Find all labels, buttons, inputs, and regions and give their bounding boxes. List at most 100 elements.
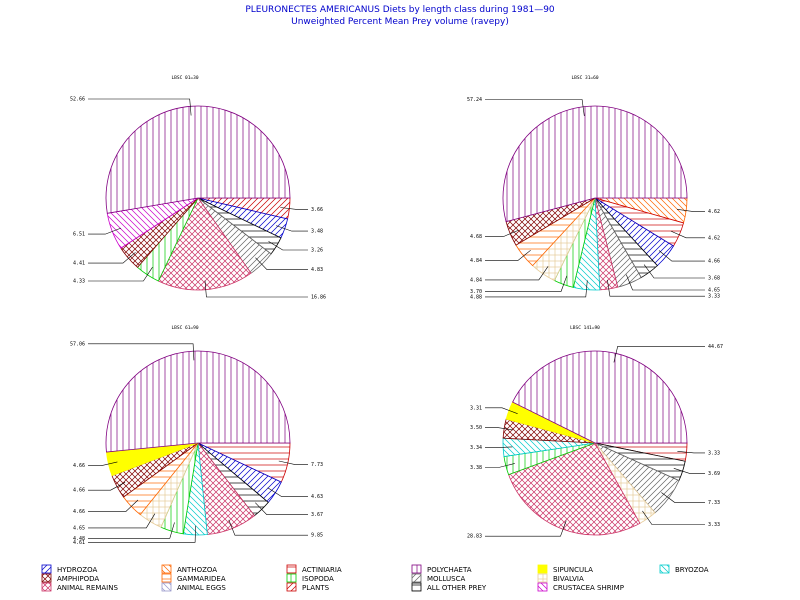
legend-item-isopoda: ISOPODA bbox=[286, 573, 334, 583]
slice-value-label: 3.50 bbox=[470, 425, 482, 431]
legend-swatch bbox=[41, 564, 52, 574]
slice-value-label: 3.34 bbox=[470, 445, 482, 451]
slice-value-label: 4.83 bbox=[311, 267, 323, 273]
legend-label: ISOPODA bbox=[302, 575, 334, 583]
slice-value-label: 3.26 bbox=[311, 248, 323, 254]
slice-value-label: 4.84 bbox=[470, 258, 482, 264]
slice-value-label: 44.67 bbox=[708, 344, 723, 350]
leader-line bbox=[485, 99, 585, 116]
legend-label: HYDROZOA bbox=[57, 566, 97, 574]
pie-slice-polychaeta bbox=[105, 105, 291, 214]
leader-line bbox=[673, 468, 705, 474]
legend-label: PLANTS bbox=[302, 584, 330, 592]
leader-line bbox=[607, 279, 705, 297]
legend-swatch bbox=[161, 573, 172, 583]
legend-label: GAMMARIDEA bbox=[177, 575, 226, 583]
legend-item-gammaridea: GAMMARIDEA bbox=[161, 573, 226, 583]
legend-label: CRUSTACEA SHRIMP bbox=[553, 584, 624, 592]
slice-value-label: 4.66 bbox=[73, 509, 85, 515]
leader-line bbox=[670, 230, 705, 239]
pie-title: LBSC 141=90 bbox=[570, 325, 600, 331]
legend-item-bryozoa: BRYOZOA bbox=[659, 564, 709, 574]
leader-line bbox=[661, 492, 705, 503]
legend-item-mollusca: MOLLUSCA bbox=[411, 573, 465, 583]
legend-item-sipuncula: SIPUNCULA bbox=[537, 564, 593, 574]
leader-line bbox=[643, 264, 705, 279]
legend-swatch bbox=[41, 582, 52, 592]
legend-item-bivalvia: BIVALVIA bbox=[537, 573, 584, 583]
leader-line bbox=[677, 451, 705, 454]
legend-item-anthozoa: ANTHOZOA bbox=[161, 564, 217, 574]
leader-line bbox=[485, 229, 519, 237]
slice-value-label: 4.41 bbox=[73, 261, 85, 267]
legend-swatch bbox=[286, 573, 297, 583]
legend-label: ANIMAL REMAINS bbox=[57, 584, 118, 592]
slice-value-label: 3.68 bbox=[708, 276, 720, 282]
leader-line bbox=[485, 407, 518, 414]
slice-value-label: 3.67 bbox=[311, 512, 323, 518]
legend-label: BIVALVIA bbox=[553, 575, 584, 583]
legend-swatch bbox=[161, 582, 172, 592]
pie-title: LBSC 61=90 bbox=[171, 325, 198, 331]
slice-value-label: 52.66 bbox=[70, 97, 85, 103]
slice-value-label: 28.83 bbox=[467, 534, 482, 540]
chart-subtitle: Unweighted Percent Mean Prey volume (rav… bbox=[291, 17, 509, 27]
slice-value-label: 4.84 bbox=[470, 277, 482, 283]
pie-panels: LBSC 01=30 3.66 3.48 3.26 4.83 16.86 4.33 4.41 6… bbox=[70, 75, 723, 546]
leader-line bbox=[485, 446, 513, 449]
legend-label: ANTHOZOA bbox=[177, 566, 217, 574]
leader-line bbox=[88, 482, 126, 491]
legend-label: POLYCHAETA bbox=[427, 566, 472, 574]
legend-label: ALL OTHER PREY bbox=[427, 584, 487, 592]
chart-title: PLEURONECTES AMERICANUS Diets by length … bbox=[245, 5, 555, 15]
leader-line bbox=[88, 522, 175, 539]
legend-label: SIPUNCULA bbox=[553, 566, 593, 574]
slice-value-label: 3.69 bbox=[708, 471, 720, 477]
slice-value-label: 4.33 bbox=[73, 279, 85, 285]
leader-line bbox=[278, 460, 308, 465]
leader-line bbox=[255, 257, 308, 270]
legend-item-plants: PLANTS bbox=[286, 582, 330, 592]
slice-value-label: 4.62 bbox=[708, 235, 720, 241]
legend-swatch bbox=[41, 573, 52, 583]
legend-swatch bbox=[411, 573, 422, 583]
leader-line bbox=[88, 98, 192, 116]
slice-value-label: 3.31 bbox=[470, 405, 482, 411]
slice-value-label: 3.48 bbox=[311, 229, 323, 235]
leader-line bbox=[88, 343, 195, 361]
slice-value-label: 4.65 bbox=[708, 288, 720, 294]
slice-value-label: 4.63 bbox=[311, 494, 323, 500]
leader-line bbox=[676, 209, 705, 212]
legend-swatch bbox=[161, 564, 172, 574]
leader-line bbox=[204, 280, 308, 298]
pie-chart-2: LBSC 31=60 4.62 4.62 4.66 3.68 4.653.33 4.883.… bbox=[467, 75, 720, 300]
pie-title: LBSC 31=60 bbox=[571, 75, 598, 81]
slice-value-label: 9.85 bbox=[311, 533, 323, 539]
legend-label: BRYOZOA bbox=[675, 566, 709, 574]
legend-swatch bbox=[537, 564, 548, 574]
slice-value-label: 3.33 bbox=[708, 450, 720, 456]
legend-swatch bbox=[411, 582, 422, 592]
slice-value-label: 3.33 bbox=[708, 522, 720, 528]
leader-line bbox=[626, 274, 705, 291]
legend-item-amphipoda: AMPHIPODA bbox=[41, 573, 99, 583]
legend-item-all-other-prey: ALL OTHER PREY bbox=[411, 582, 487, 592]
leader-line bbox=[658, 250, 705, 262]
leader-line bbox=[613, 345, 705, 363]
leader-line bbox=[485, 275, 568, 292]
slice-value-label: 57.06 bbox=[70, 341, 85, 347]
pie-slice-polychaeta bbox=[105, 350, 291, 453]
leader-line bbox=[88, 252, 136, 264]
leader-line bbox=[267, 487, 308, 497]
slice-value-label: 57.24 bbox=[467, 97, 482, 103]
legend-item-polychaeta: POLYCHAETA bbox=[411, 564, 472, 574]
leader-line bbox=[88, 525, 196, 543]
legend-label: ANIMAL EGGS bbox=[177, 584, 226, 592]
leader-line bbox=[280, 207, 308, 210]
leader-line bbox=[485, 520, 567, 537]
legend-item-crustacea-shrimp: CRUSTACEA SHRIMP bbox=[537, 582, 624, 592]
leader-line bbox=[485, 463, 515, 468]
pie-chart-4: LBSC 141=90 3.33 3.69 7.33 3.33 28.83 3.38 3.34… bbox=[467, 325, 723, 540]
